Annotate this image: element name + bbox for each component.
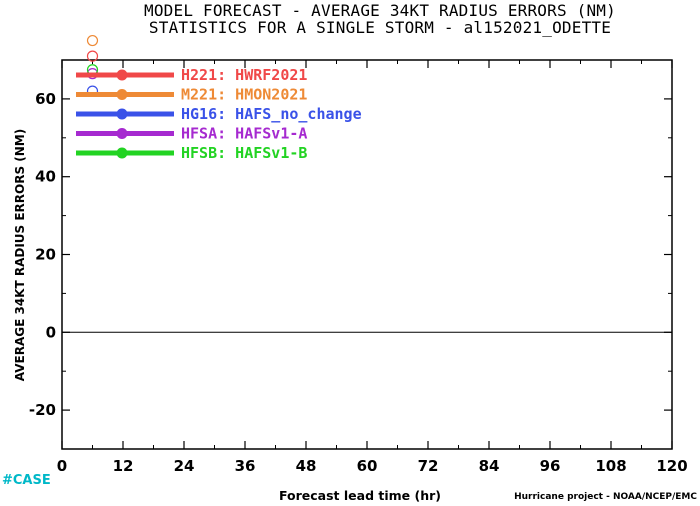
legend-marker-hfsb [116, 147, 128, 159]
credit-text: Hurricane project - NOAA/NCEP/EMC [514, 492, 697, 502]
chart-title: MODEL FORECAST - AVERAGE 34KT RADIUS ERR… [144, 1, 616, 20]
x-tick-label: 96 [540, 457, 561, 475]
x-tick-label: 48 [296, 457, 317, 475]
y-axis-label: AVERAGE 34KT RADIUS ERRORS (NM) [13, 128, 27, 382]
y-tick-label: 60 [35, 90, 56, 108]
y-tick-label: 40 [35, 168, 56, 186]
data-point-h221 [86, 50, 99, 62]
legend-label-hfsa: HFSA: HAFSv1-A [181, 125, 307, 143]
legend-label-hg16: HG16: HAFS_no_change [181, 105, 362, 123]
plot-frame [61, 59, 673, 450]
x-tick-label: 108 [595, 457, 626, 475]
legend-label-h221: H221: HWRF2021 [181, 66, 307, 84]
legend-label-m221: M221: HMON2021 [181, 86, 307, 104]
x-tick-label: 60 [357, 457, 378, 475]
x-tick-label: 12 [113, 457, 134, 475]
x-tick-label: 84 [479, 457, 500, 475]
x-tick-label: 120 [656, 457, 687, 475]
legend-label-hfsb: HFSB: HAFSv1-B [181, 144, 307, 162]
legend-marker-hfsa [116, 128, 128, 139]
x-tick-label: 36 [235, 457, 256, 475]
legend-marker-m221 [116, 89, 128, 100]
case-tag: #CASE [2, 473, 51, 488]
data-point-m221 [86, 34, 99, 47]
y-tick-label: 0 [46, 323, 56, 341]
x-axis-label: Forecast lead time (hr) [279, 488, 441, 503]
legend-marker-hg16 [116, 108, 128, 120]
y-tick-label: 20 [35, 246, 56, 264]
x-tick-label: 24 [174, 457, 195, 475]
x-tick-label: 0 [57, 457, 67, 475]
x-tick-label: 72 [418, 457, 439, 475]
chart-subtitle: STATISTICS FOR A SINGLE STORM - al152021… [148, 18, 612, 37]
y-tick-label: -20 [29, 401, 56, 419]
legend-marker-h221 [116, 69, 128, 81]
